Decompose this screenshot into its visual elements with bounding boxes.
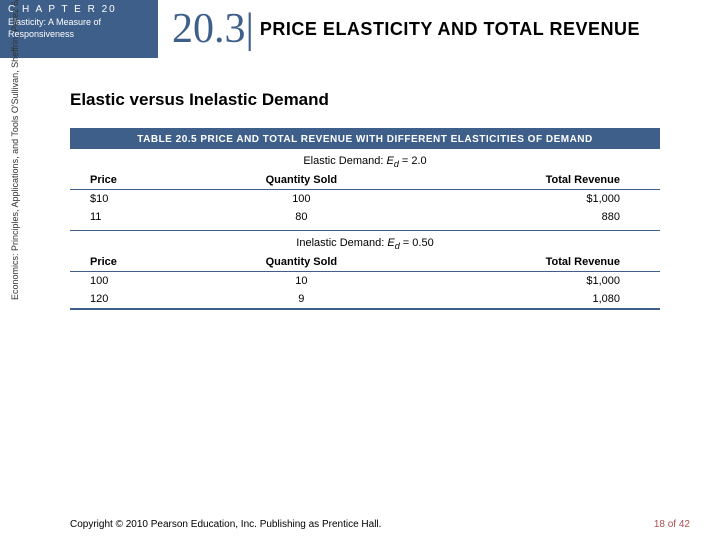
cell: $1,000	[407, 272, 660, 291]
elastic-val: = 2.0	[399, 155, 427, 167]
table-row: $10 100 $1,000	[70, 190, 660, 209]
col-rev: Total Revenue	[407, 171, 660, 190]
elastic-label: Elastic Demand: Ed = 2.0	[70, 149, 660, 171]
cell: 100	[70, 272, 196, 291]
bottom-rule	[70, 308, 660, 310]
col-price: Price	[70, 253, 196, 272]
section-number: 20.3|	[158, 0, 260, 58]
section-title: PRICE ELASTICITY AND TOTAL REVENUE	[260, 0, 640, 58]
slide-header: C H A P T E R 20 Elasticity: A Measure o…	[0, 0, 720, 58]
sidebar-credit: Economics: Principles, Applications, and…	[10, 0, 20, 300]
cell: 80	[196, 208, 406, 226]
cell: 11	[70, 208, 196, 226]
elastic-prefix: Elastic Demand:	[303, 155, 386, 167]
page-number: 18 of 42	[654, 519, 690, 530]
inelastic-label: Inelastic Demand: Ed = 0.50	[70, 231, 660, 253]
table-header-row: Price Quantity Sold Total Revenue	[70, 253, 660, 272]
chapter-box: C H A P T E R 20 Elasticity: A Measure o…	[0, 0, 158, 58]
content-subtitle: Elastic versus Inelastic Demand	[70, 90, 690, 110]
col-price: Price	[70, 171, 196, 190]
table-header-row: Price Quantity Sold Total Revenue	[70, 171, 660, 190]
cell: $10	[70, 190, 196, 209]
col-rev: Total Revenue	[407, 253, 660, 272]
table-row: 100 10 $1,000	[70, 272, 660, 291]
elastic-var: E	[386, 155, 393, 167]
footer: Copyright © 2010 Pearson Education, Inc.…	[70, 519, 690, 530]
elastic-table: Price Quantity Sold Total Revenue $10 10…	[70, 171, 660, 226]
col-qty: Quantity Sold	[196, 253, 406, 272]
inelastic-table: Price Quantity Sold Total Revenue 100 10…	[70, 253, 660, 308]
table-title: TABLE 20.5 PRICE AND TOTAL REVENUE WITH …	[70, 130, 660, 149]
col-qty: Quantity Sold	[196, 171, 406, 190]
inelastic-val: = 0.50	[400, 237, 434, 249]
cell: 120	[70, 290, 196, 308]
content-area: Elastic versus Inelastic Demand TABLE 20…	[70, 90, 690, 310]
table-row: 11 80 880	[70, 208, 660, 226]
inelastic-prefix: Inelastic Demand:	[296, 237, 387, 249]
inelastic-var: E	[387, 237, 394, 249]
cell: 880	[407, 208, 660, 226]
chapter-label: C H A P T E R 20	[8, 4, 150, 15]
chapter-subtitle: Elasticity: A Measure of Responsiveness	[8, 17, 150, 40]
copyright: Copyright © 2010 Pearson Education, Inc.…	[70, 519, 381, 530]
cell: 100	[196, 190, 406, 209]
cell: $1,000	[407, 190, 660, 209]
cell: 10	[196, 272, 406, 291]
cell: 9	[196, 290, 406, 308]
cell: 1,080	[407, 290, 660, 308]
table-row: 120 9 1,080	[70, 290, 660, 308]
table-container: TABLE 20.5 PRICE AND TOTAL REVENUE WITH …	[70, 128, 660, 310]
